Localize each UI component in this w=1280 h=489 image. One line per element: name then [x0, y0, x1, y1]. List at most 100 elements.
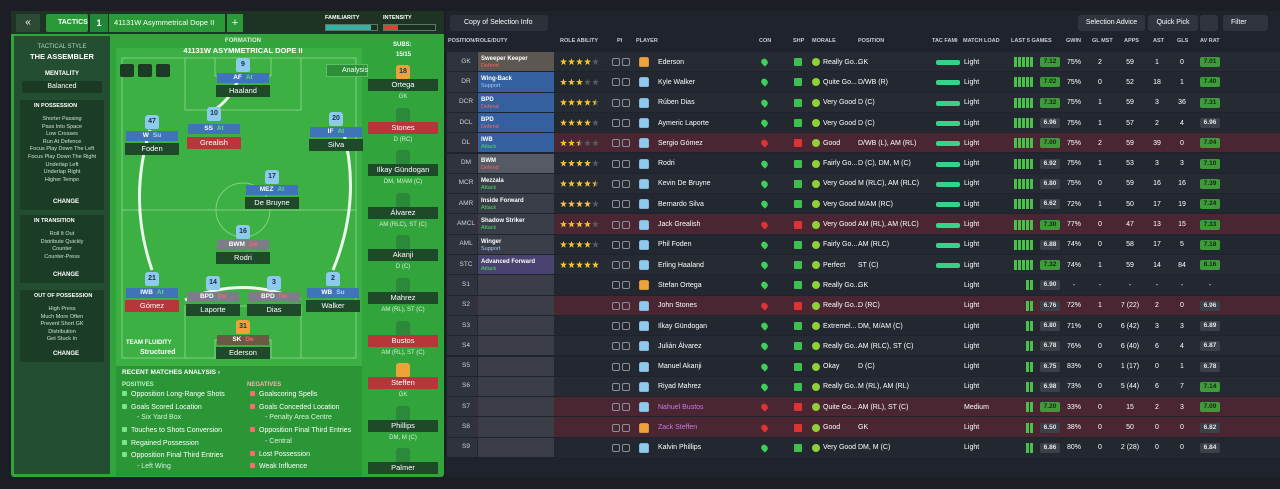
- table-row[interactable]: [447, 52, 1280, 72]
- player-name[interactable]: Laporte: [186, 304, 240, 316]
- player-name[interactable]: Kalvin Phillips: [658, 444, 702, 452]
- sub-name[interactable]: Mahrez: [368, 292, 438, 304]
- sub-name[interactable]: Akanji: [368, 249, 438, 262]
- player-name[interactable]: Walker: [306, 300, 360, 312]
- pi-toggle[interactable]: [612, 58, 620, 67]
- tactic-slot[interactable]: 1: [90, 14, 108, 32]
- role-box[interactable]: BPD De: [248, 292, 300, 302]
- pi-toggle[interactable]: [622, 443, 630, 452]
- pi-toggle[interactable]: [622, 98, 630, 107]
- table-row[interactable]: [447, 376, 1280, 397]
- pi-toggle[interactable]: [622, 281, 630, 290]
- pi-toggle[interactable]: [612, 322, 620, 331]
- player-name[interactable]: Sergio Gómez: [658, 139, 703, 147]
- player-name[interactable]: John Stones: [658, 302, 697, 310]
- add-button[interactable]: +: [227, 14, 243, 32]
- player-name[interactable]: Phil Foden: [658, 241, 692, 249]
- pi-toggle[interactable]: [612, 281, 620, 290]
- player-name[interactable]: Grealish: [187, 137, 241, 149]
- role-box[interactable]: IWB At: [126, 288, 178, 298]
- pi-toggle[interactable]: [622, 119, 630, 128]
- table-row[interactable]: [447, 194, 1280, 214]
- pi-toggle[interactable]: [622, 403, 630, 412]
- table-row[interactable]: [447, 214, 1280, 234]
- role-box[interactable]: MEZ At: [246, 185, 298, 195]
- table-row[interactable]: [447, 133, 1280, 153]
- table-row[interactable]: [447, 92, 1280, 112]
- player-name[interactable]: De Bruyne: [245, 197, 299, 209]
- pi-toggle[interactable]: [622, 159, 630, 168]
- tactics-tab[interactable]: TACTICS: [46, 14, 88, 32]
- pi-toggle[interactable]: [622, 58, 630, 67]
- table-row[interactable]: [447, 112, 1280, 133]
- player-name[interactable]: Riyad Mahrez: [658, 383, 702, 391]
- pi-toggle[interactable]: [622, 139, 630, 148]
- player-name[interactable]: Erling Haaland: [658, 261, 704, 269]
- sub-name[interactable]: Steffen: [368, 377, 438, 390]
- pi-toggle[interactable]: [622, 78, 630, 87]
- table-row[interactable]: [447, 234, 1280, 254]
- table-row[interactable]: [447, 275, 1280, 295]
- role-box[interactable]: WB Su: [307, 288, 359, 298]
- view-toggle[interactable]: [138, 64, 152, 77]
- pi-toggle[interactable]: [622, 261, 630, 270]
- table-row[interactable]: [447, 417, 1280, 437]
- player-name[interactable]: Aymeric Laporte: [658, 119, 709, 127]
- pi-toggle[interactable]: [612, 200, 620, 209]
- pi-toggle[interactable]: [612, 362, 620, 371]
- role-box[interactable]: AF At: [217, 73, 269, 83]
- pi-toggle[interactable]: [612, 78, 620, 87]
- sub-name[interactable]: Stones: [368, 121, 438, 134]
- pi-toggle[interactable]: [612, 382, 620, 391]
- player-name[interactable]: Ederson: [658, 58, 685, 66]
- player-name[interactable]: Bernardo Silva: [658, 200, 704, 208]
- pi-toggle[interactable]: [612, 98, 620, 107]
- sub-name[interactable]: Álvarez: [368, 206, 438, 219]
- pi-toggle[interactable]: [612, 119, 620, 128]
- player-name[interactable]: Haaland: [216, 85, 270, 97]
- pi-toggle[interactable]: [612, 220, 620, 229]
- sub-name[interactable]: Ortega: [368, 79, 438, 91]
- advice-button[interactable]: Selection Advice: [1078, 15, 1145, 31]
- pi-toggle[interactable]: [622, 382, 630, 391]
- pi-toggle[interactable]: [612, 443, 620, 452]
- player-name[interactable]: Silva: [309, 139, 363, 151]
- pi-toggle[interactable]: [612, 159, 620, 168]
- pi-toggle[interactable]: [612, 139, 620, 148]
- player-name[interactable]: Dias: [247, 304, 301, 316]
- pi-toggle[interactable]: [612, 403, 620, 412]
- tactic-name[interactable]: 41131W Asymmetrical Dope II: [109, 14, 225, 32]
- table-row[interactable]: [447, 72, 1280, 92]
- table-row[interactable]: [447, 397, 1280, 417]
- pi-toggle[interactable]: [622, 200, 630, 209]
- pi-toggle[interactable]: [622, 322, 630, 331]
- role-box[interactable]: BWM De: [217, 240, 269, 250]
- player-name[interactable]: Ilkay Gündogan: [658, 322, 708, 330]
- player-name[interactable]: Gómez: [125, 300, 179, 312]
- player-name[interactable]: Kyle Walker: [658, 78, 696, 86]
- table-row[interactable]: [447, 153, 1280, 173]
- pi-toggle[interactable]: [622, 179, 630, 188]
- table-row[interactable]: [447, 173, 1280, 194]
- sub-name[interactable]: Palmer: [368, 462, 438, 475]
- sub-name[interactable]: Phillips: [368, 419, 438, 432]
- role-box[interactable]: SK De: [217, 335, 269, 345]
- player-name[interactable]: Ederson: [216, 347, 270, 359]
- quick-pick-button[interactable]: Quick Pick: [1148, 15, 1198, 31]
- player-name[interactable]: Rúben Dias: [658, 99, 695, 107]
- pi-toggle[interactable]: [612, 423, 620, 432]
- pi-toggle[interactable]: [622, 220, 630, 229]
- table-row[interactable]: [447, 336, 1280, 356]
- player-name[interactable]: Zack Steffen: [658, 424, 698, 432]
- sub-name[interactable]: Bustos: [368, 334, 438, 347]
- filter-button[interactable]: Filter: [1223, 15, 1268, 31]
- pi-toggle[interactable]: [622, 423, 630, 432]
- pi-toggle[interactable]: [612, 301, 620, 310]
- copy-dropdown[interactable]: Copy of Selection Info: [450, 15, 548, 31]
- table-row[interactable]: [447, 315, 1280, 336]
- back-button[interactable]: «: [16, 14, 40, 32]
- player-name[interactable]: Stefan Ortega: [658, 281, 702, 289]
- role-box[interactable]: W Su: [126, 131, 178, 141]
- pi-toggle[interactable]: [612, 240, 620, 249]
- role-box[interactable]: BPD De: [187, 292, 239, 302]
